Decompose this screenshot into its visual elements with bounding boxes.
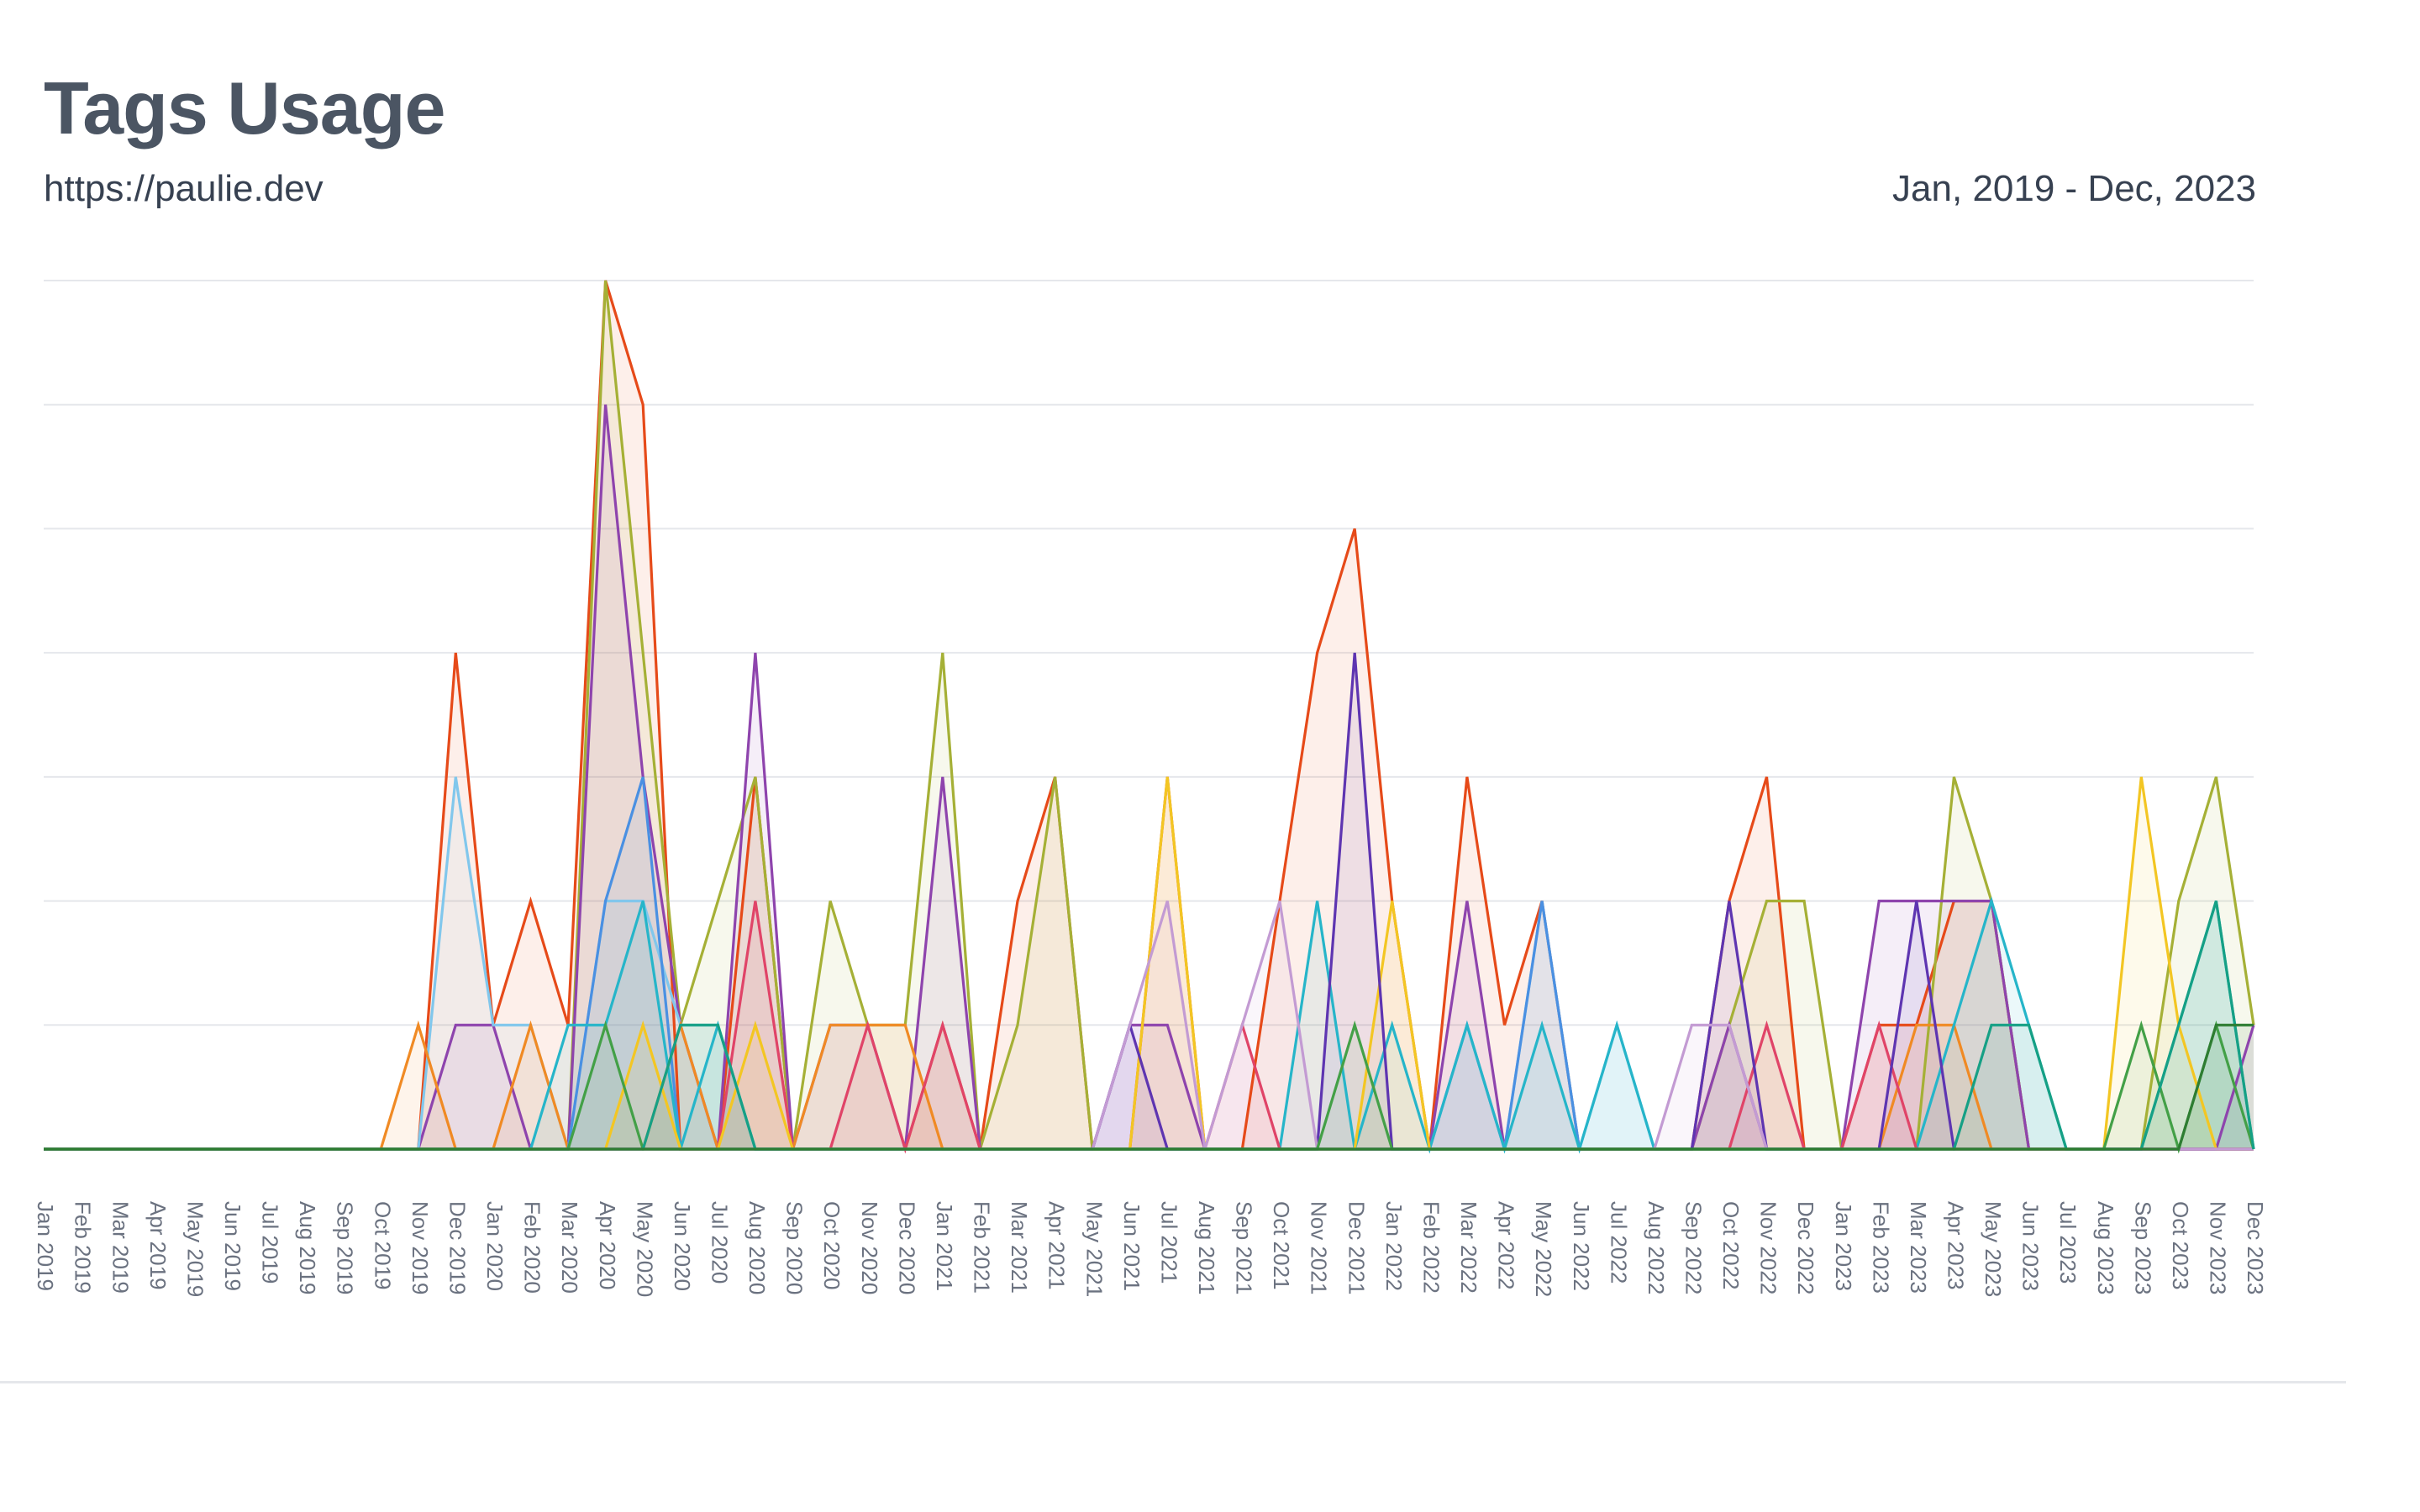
divider [0,1381,2346,1383]
x-tick-label: May 2021 [1081,1201,1107,1297]
x-tick-label: Oct 2021 [1269,1201,1294,1290]
x-tick-label: Aug 2020 [744,1201,770,1294]
x-tick-label: Aug 2023 [2093,1201,2118,1294]
x-tick-label: Aug 2021 [1194,1201,1219,1294]
x-tick-label: Dec 2019 [445,1201,470,1294]
x-tick-label: Mar 2022 [1456,1201,1481,1294]
series-area-9 [44,776,2254,1149]
x-tick-label: Feb 2023 [1868,1201,1893,1294]
x-tick-label: Mar 2020 [557,1201,582,1294]
x-tick-label: Jan 2021 [932,1201,957,1291]
x-tick-label: Nov 2021 [1307,1201,1332,1294]
x-tick-label: Nov 2019 [408,1201,433,1294]
x-tick-label: Jun 2022 [1569,1201,1594,1291]
x-tick-label: Oct 2022 [1718,1201,1744,1290]
x-axis: Jan 2019 Feb 2019 Mar 2019 Apr 2019 May 2019… [33,1201,2268,1297]
x-tick-label: Dec 2021 [1344,1201,1369,1294]
x-tick-label: Jan 2020 [482,1201,508,1291]
area-layer [44,281,2254,1149]
x-tick-label: Sep 2020 [782,1201,808,1294]
x-tick-label: Mar 2019 [108,1201,133,1294]
line-layer [44,280,2255,1154]
series-area-7 [44,900,2254,1149]
x-tick-label: Aug 2022 [1644,1201,1669,1294]
x-tick-label: Apr 2020 [595,1201,620,1290]
x-tick-label: Jul 2022 [1606,1201,1631,1284]
x-tick-label: Feb 2020 [520,1201,545,1294]
x-tick-label: Jun 2020 [670,1201,695,1291]
x-tick-label: Jan 2019 [33,1201,58,1291]
x-tick-label: Dec 2022 [1793,1201,1818,1294]
x-tick-label: Mar 2021 [1007,1201,1032,1294]
series-line-14[interactable] [44,1023,2254,1151]
x-tick-label: Mar 2023 [1906,1201,1931,1294]
x-tick-label: Sep 2019 [333,1201,358,1294]
x-tick-label: May 2022 [1531,1201,1556,1297]
x-tick-label: Feb 2019 [71,1201,96,1294]
x-tick-label: Jun 2021 [1119,1201,1144,1291]
x-tick-label: Jul 2021 [1156,1201,1181,1284]
x-tick-label: Sep 2021 [1232,1201,1257,1294]
x-tick-label: Feb 2021 [970,1201,995,1294]
x-tick-label: Jun 2023 [2018,1201,2044,1291]
x-tick-label: Nov 2023 [2206,1201,2231,1294]
site-url: https://paulie.dev [44,168,324,209]
x-tick-label: May 2019 [182,1201,208,1297]
x-tick-label: Oct 2020 [819,1201,844,1290]
x-tick-label: Apr 2022 [1494,1201,1519,1290]
x-tick-label: Nov 2022 [1756,1201,1781,1294]
x-tick-label: Oct 2023 [2168,1201,2193,1290]
x-tick-label: Dec 2020 [894,1201,919,1294]
x-tick-label: Jul 2019 [258,1201,283,1284]
x-tick-label: Jun 2019 [220,1201,245,1291]
x-tick-label: Dec 2023 [2243,1201,2268,1294]
x-tick-label: Feb 2022 [1418,1201,1444,1294]
date-range: Jan, 2019 - Dec, 2023 [1892,168,2256,209]
x-tick-label: Apr 2023 [1944,1201,1969,1290]
page-title: Tags Usage [44,66,445,150]
x-tick-label: Jul 2023 [2055,1201,2081,1284]
x-tick-label: Aug 2019 [295,1201,320,1294]
x-tick-label: Nov 2020 [857,1201,882,1294]
x-tick-label: Jul 2020 [707,1201,732,1284]
x-tick-label: Oct 2019 [370,1201,395,1290]
series-area-13 [44,900,2254,1149]
x-tick-label: May 2023 [1981,1201,2006,1297]
x-tick-label: Sep 2022 [1681,1201,1706,1294]
x-tick-label: Apr 2021 [1044,1201,1070,1290]
x-tick-label: Jan 2023 [1831,1201,1856,1291]
x-tick-label: Jan 2022 [1381,1201,1407,1291]
x-tick-label: Sep 2023 [2130,1201,2155,1294]
x-tick-label: Apr 2019 [145,1201,171,1290]
x-tick-label: May 2020 [632,1201,657,1297]
